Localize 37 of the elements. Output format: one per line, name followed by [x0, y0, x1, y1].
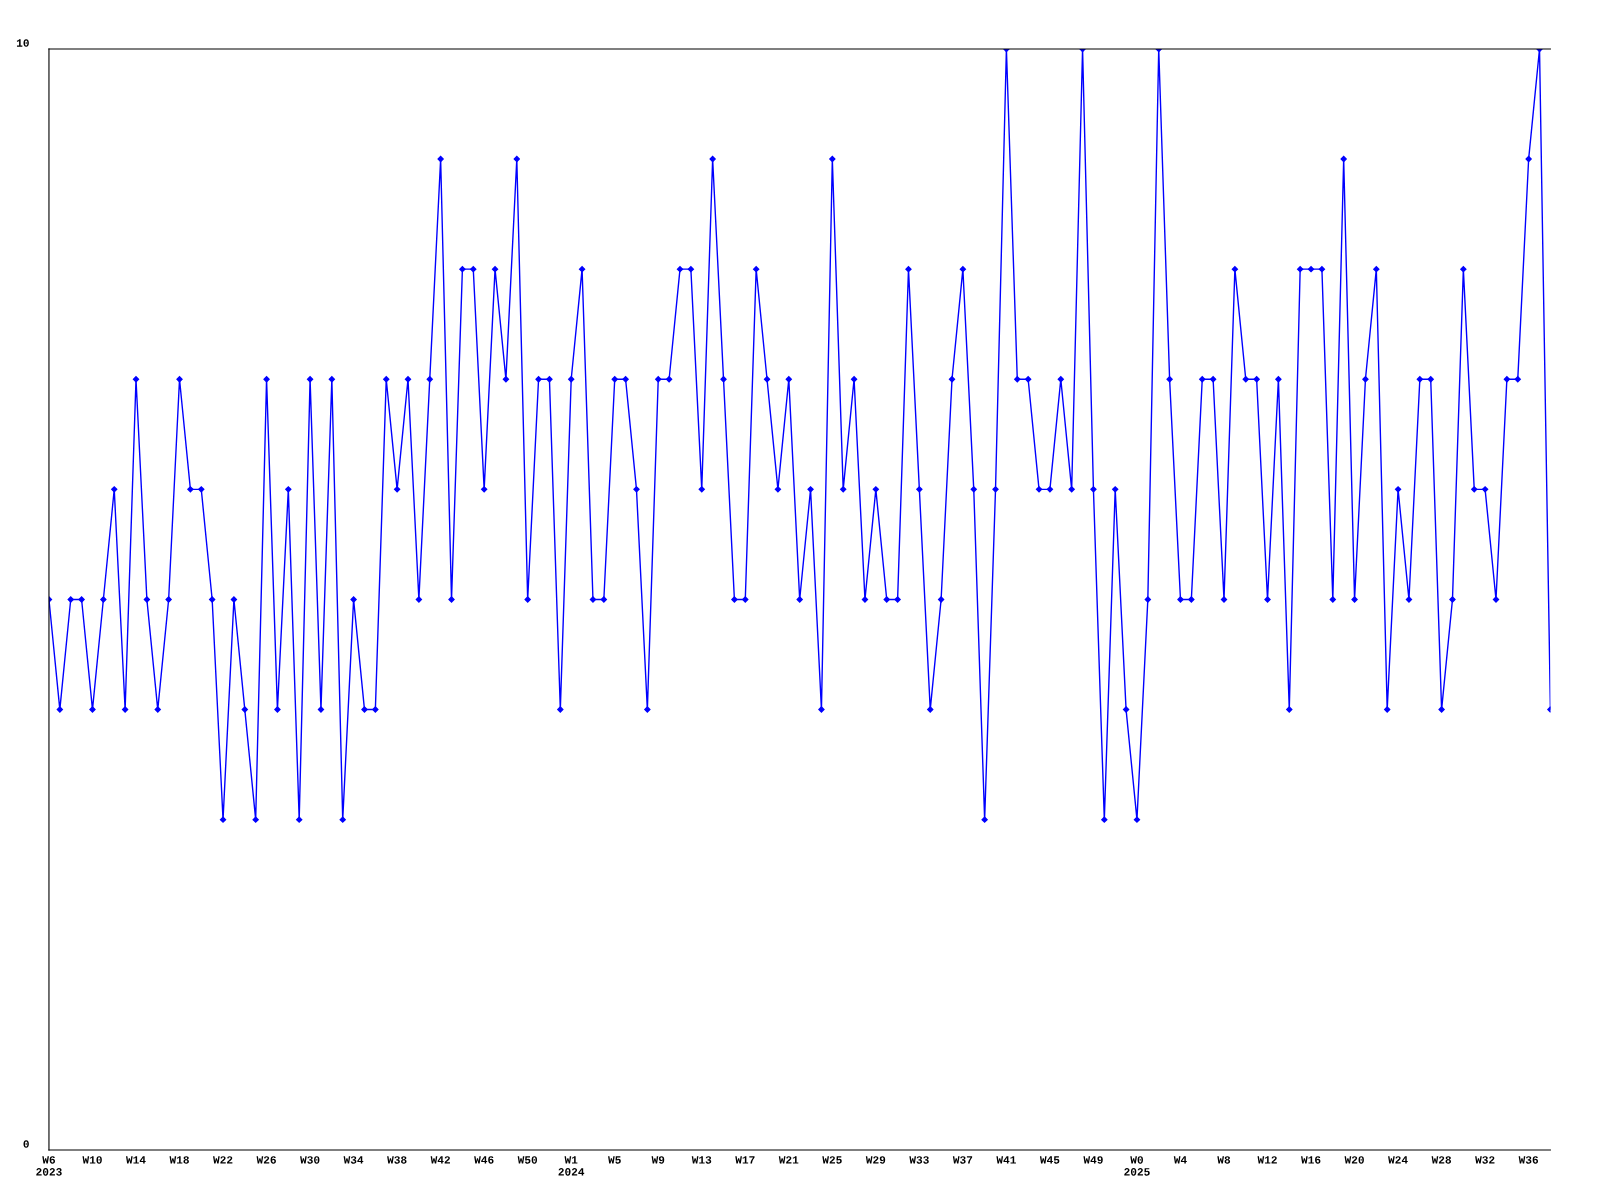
x-tick-label: W12 — [1257, 1156, 1277, 1164]
x-tick-label: W4 — [1173, 1156, 1187, 1164]
x-tick-label: W5 — [608, 1156, 621, 1164]
y-tick-label: 10 — [16, 39, 29, 47]
x-tick-label: W37 — [952, 1156, 973, 1164]
x-tick-label: W49 — [1083, 1156, 1103, 1164]
x-tick-label: W34 — [343, 1156, 364, 1164]
x-tick-label: W41 — [996, 1156, 1016, 1164]
x-tick-label: W26 — [256, 1156, 276, 1164]
x-tick-label: W13 — [691, 1156, 712, 1164]
x-tick-label: W29 — [865, 1156, 886, 1164]
x-tick-label: W14 — [126, 1156, 146, 1164]
x-tick-label: W6 2023 — [36, 1156, 62, 1176]
x-tick-label: W21 — [778, 1156, 799, 1164]
x-tick-label: W32 — [1475, 1156, 1495, 1164]
x-tick-label: W24 — [1388, 1156, 1408, 1164]
x-tick-label: W16 — [1301, 1156, 1321, 1164]
x-tick-label: W10 — [82, 1156, 102, 1164]
x-tick-label: W30 — [300, 1156, 320, 1164]
x-tick-label: W9 — [651, 1156, 665, 1164]
x-tick-label: W17 — [735, 1156, 755, 1164]
x-tick-label: W25 — [822, 1156, 842, 1164]
x-tick-label: W22 — [213, 1156, 233, 1164]
x-tick-label: W42 — [430, 1156, 450, 1164]
x-tick-label: W45 — [1039, 1156, 1060, 1164]
x-tick-label: W38 — [387, 1156, 407, 1164]
x-tick-label: W36 — [1518, 1156, 1539, 1164]
x-tick-label: W8 — [1217, 1156, 1231, 1164]
x-tick-label: W33 — [909, 1156, 929, 1164]
x-tick-label: W1 2024 — [558, 1156, 585, 1176]
x-tick-label: W50 — [517, 1156, 538, 1164]
x-tick-label: W18 — [169, 1156, 189, 1164]
y-tick-label: 0 — [23, 1140, 29, 1148]
x-tick-label: W28 — [1431, 1156, 1452, 1164]
x-tick-label: W20 — [1344, 1156, 1364, 1164]
x-tick-label: W46 — [474, 1156, 494, 1164]
x-tick-label: W0 2025 — [1124, 1156, 1150, 1176]
